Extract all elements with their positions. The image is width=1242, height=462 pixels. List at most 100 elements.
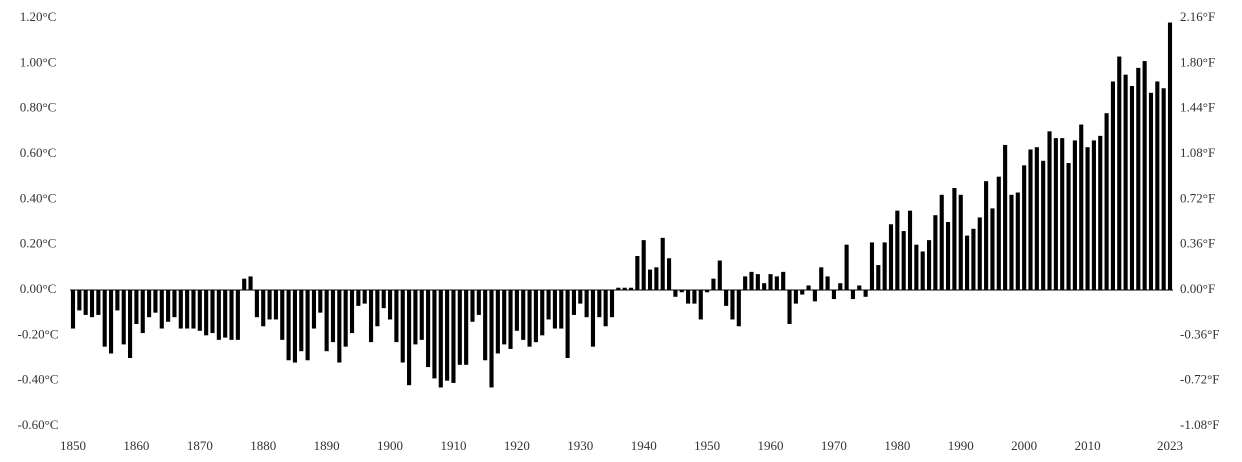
x-tick-label: 1920 [504, 438, 530, 453]
x-tick-label: 1960 [758, 438, 784, 453]
bar [1041, 160, 1046, 290]
bar [679, 290, 684, 293]
bar [654, 267, 659, 290]
y-tick-label: -0.40°C [18, 372, 59, 387]
bar [920, 251, 925, 290]
y2-tick-label: 0.36°F [1180, 236, 1215, 251]
bar [844, 244, 849, 290]
bar [762, 283, 767, 290]
bar [1079, 124, 1084, 291]
bar [83, 290, 88, 315]
x-tick-label: 1930 [567, 438, 593, 453]
y2-tick-label: 1.80°F [1180, 54, 1215, 69]
bar [1098, 135, 1103, 290]
bar [1123, 74, 1128, 291]
bar [971, 228, 976, 290]
bar [1072, 140, 1077, 290]
bar [977, 217, 982, 290]
bar [337, 290, 342, 363]
bar [1028, 149, 1033, 290]
bar [806, 285, 811, 290]
x-tick-label: 1870 [187, 438, 213, 453]
bar [939, 194, 944, 290]
bar [743, 276, 748, 290]
bar [356, 290, 361, 306]
bar [1003, 144, 1008, 290]
x-tick-label: 1900 [377, 438, 403, 453]
bar [368, 290, 374, 343]
bar [457, 290, 462, 365]
bar [273, 290, 278, 320]
bar [907, 210, 913, 290]
bar [584, 290, 589, 318]
bar [755, 274, 760, 290]
bar [1022, 165, 1027, 290]
bar [1155, 81, 1160, 290]
bar [711, 278, 716, 290]
bar [242, 278, 247, 290]
bar [166, 290, 171, 322]
bar [812, 290, 817, 302]
bar [470, 290, 475, 322]
bar [261, 290, 266, 327]
y-tick-label: -0.20°C [18, 326, 59, 341]
bar [793, 290, 798, 304]
x-tick-label: 1880 [250, 438, 276, 453]
x-tick-label: 1980 [884, 438, 910, 453]
bar [1091, 140, 1096, 290]
bar [216, 290, 221, 340]
bar [1053, 138, 1058, 290]
bar [407, 290, 412, 386]
bar [267, 290, 272, 320]
bar [800, 290, 805, 295]
bar [1167, 22, 1173, 291]
bar [540, 290, 545, 336]
bar [464, 290, 469, 365]
x-tick-label: 1990 [948, 438, 974, 453]
bar [286, 290, 291, 361]
bar [717, 260, 722, 290]
bar [1110, 81, 1115, 290]
bar [451, 290, 456, 383]
bar [191, 290, 196, 329]
bar [115, 290, 120, 311]
bar [787, 290, 792, 324]
bar [400, 290, 405, 363]
bar [692, 290, 697, 304]
bar [280, 290, 285, 340]
x-tick-label: 1910 [440, 438, 466, 453]
bar [102, 290, 107, 347]
bar [603, 290, 608, 327]
bar [254, 290, 259, 318]
y2-tick-label: -0.72°F [1180, 372, 1220, 387]
bar [857, 285, 862, 290]
bar [876, 265, 881, 290]
bar [958, 194, 963, 290]
bar [343, 290, 348, 347]
bar [1085, 147, 1090, 290]
bar [318, 290, 323, 313]
bar [895, 210, 900, 290]
bar [609, 290, 615, 318]
bar [128, 290, 133, 358]
bar [1117, 56, 1122, 291]
bar [1104, 113, 1109, 290]
bar [489, 290, 494, 388]
bar [546, 290, 551, 320]
bar [140, 290, 145, 334]
y-tick-label: 0.20°C [20, 236, 57, 251]
bar [597, 290, 602, 318]
bar [660, 237, 665, 290]
bar [666, 258, 672, 290]
bar [413, 290, 418, 345]
bar [362, 290, 367, 304]
bar [527, 290, 532, 347]
y2-tick-label: 1.08°F [1180, 145, 1215, 160]
bar [508, 290, 513, 349]
bar [698, 290, 703, 320]
bar [1066, 163, 1071, 290]
bar [299, 290, 304, 352]
bar [781, 271, 786, 290]
bar [590, 290, 596, 347]
